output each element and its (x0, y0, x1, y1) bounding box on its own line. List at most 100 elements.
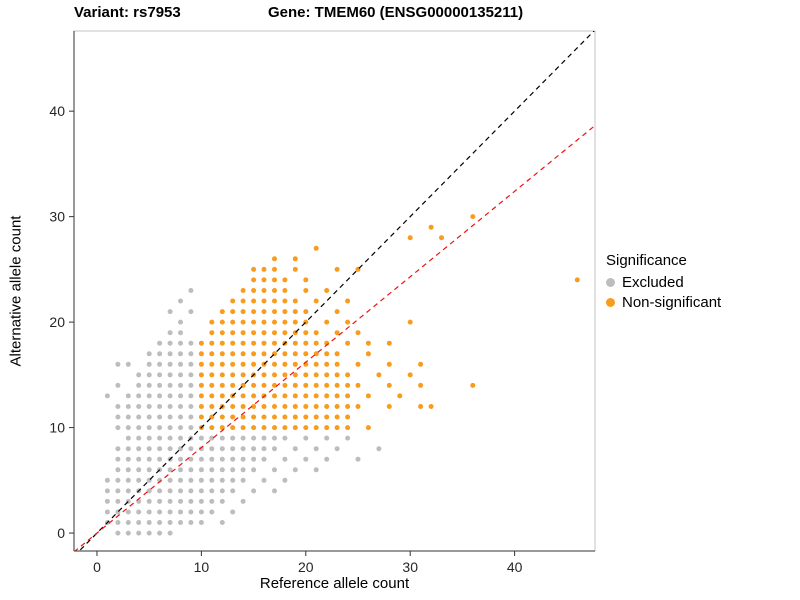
data-point-non-significant (282, 393, 288, 399)
data-point-non-significant (219, 309, 225, 315)
data-point-excluded (219, 477, 225, 483)
data-point-non-significant (324, 425, 330, 431)
data-point-non-significant (282, 414, 288, 420)
data-point-excluded (136, 477, 142, 483)
data-point-non-significant (313, 414, 319, 420)
data-point-excluded (334, 446, 340, 452)
data-point-non-significant (345, 298, 351, 304)
data-point-non-significant (282, 351, 288, 357)
data-point-non-significant (272, 256, 277, 262)
data-point-non-significant (272, 330, 277, 336)
data-point-non-significant (282, 372, 288, 378)
data-point-non-significant (303, 340, 309, 346)
data-point-non-significant (303, 330, 309, 336)
expected-ratio-line (74, 125, 595, 551)
data-point-excluded (240, 446, 246, 452)
data-point-excluded (209, 456, 215, 462)
data-point-excluded (209, 488, 215, 494)
data-point-non-significant (439, 235, 444, 241)
data-point-non-significant (230, 382, 236, 388)
data-point-excluded (157, 456, 163, 462)
data-point-non-significant (198, 382, 204, 388)
data-point-excluded (146, 382, 152, 388)
data-point-excluded (157, 351, 163, 357)
data-point-non-significant (303, 309, 309, 315)
data-point-excluded (178, 520, 183, 525)
data-point-excluded (198, 520, 204, 525)
data-point-excluded (209, 467, 215, 473)
data-point-non-significant (345, 382, 351, 388)
data-point-excluded (146, 393, 152, 399)
data-point-excluded (178, 319, 183, 325)
data-point-excluded (146, 509, 152, 515)
data-point-excluded (355, 456, 361, 462)
data-point-non-significant (282, 425, 288, 431)
data-point-excluded (157, 393, 163, 399)
data-point-excluded (240, 467, 246, 473)
data-point-non-significant (355, 361, 361, 367)
y-tick-label: 0 (57, 525, 65, 541)
data-point-excluded (178, 425, 183, 431)
data-point-excluded (104, 488, 110, 494)
data-point-non-significant (345, 340, 351, 346)
data-point-non-significant (272, 277, 277, 283)
data-point-non-significant (240, 425, 246, 431)
data-point-excluded (178, 477, 183, 483)
data-point-non-significant (334, 425, 340, 431)
data-point-non-significant (386, 361, 392, 367)
data-point-non-significant (272, 382, 277, 388)
data-point-non-significant (230, 298, 236, 304)
data-point-excluded (178, 330, 183, 336)
data-point-non-significant (292, 382, 298, 388)
data-point-excluded (188, 340, 194, 346)
data-point-excluded (345, 435, 351, 441)
data-point-excluded (167, 435, 173, 441)
data-point-non-significant (261, 372, 267, 378)
y-tick-label: 30 (49, 209, 65, 225)
data-point-excluded (157, 446, 163, 452)
data-point-excluded (157, 340, 163, 346)
data-point-excluded (146, 351, 152, 357)
data-point-non-significant (313, 393, 319, 399)
y-tick-label: 20 (49, 314, 65, 330)
data-point-excluded (157, 509, 163, 515)
data-point-non-significant (282, 330, 288, 336)
data-point-non-significant (240, 330, 246, 336)
data-point-non-significant (198, 404, 204, 409)
data-point-excluded (230, 467, 236, 473)
data-point-excluded (292, 467, 298, 473)
data-point-excluded (167, 498, 173, 504)
data-point-non-significant (292, 319, 298, 325)
data-point-non-significant (324, 288, 330, 293)
data-point-non-significant (230, 330, 236, 336)
data-point-non-significant (272, 266, 277, 272)
data-point-non-significant (313, 330, 319, 336)
data-point-excluded (209, 446, 215, 452)
data-point-excluded (178, 456, 183, 462)
data-point-non-significant (345, 319, 351, 325)
x-tick-label: 10 (194, 559, 210, 575)
data-point-excluded (188, 477, 194, 483)
identity-line (78, 31, 595, 551)
data-point-excluded (240, 498, 246, 504)
data-point-non-significant (313, 340, 319, 346)
data-point-non-significant (230, 309, 236, 315)
data-point-non-significant (365, 351, 371, 357)
data-point-non-significant (251, 309, 257, 315)
data-point-non-significant (261, 414, 267, 420)
data-point-excluded (125, 361, 131, 367)
data-point-excluded (125, 456, 131, 462)
gene-title: Gene: TMEM60 (ENSG00000135211) (268, 4, 524, 21)
legend-title: Significance (606, 252, 687, 269)
data-point-non-significant (292, 425, 298, 431)
data-point-excluded (324, 435, 330, 441)
data-point-non-significant (230, 404, 236, 409)
data-point-excluded (125, 414, 131, 420)
y-tick-label: 40 (49, 103, 65, 119)
data-point-non-significant (303, 393, 309, 399)
data-point-excluded (115, 414, 121, 420)
data-point-non-significant (345, 393, 351, 399)
data-point-excluded (167, 372, 173, 378)
data-point-excluded (261, 477, 267, 483)
data-point-non-significant (240, 340, 246, 346)
